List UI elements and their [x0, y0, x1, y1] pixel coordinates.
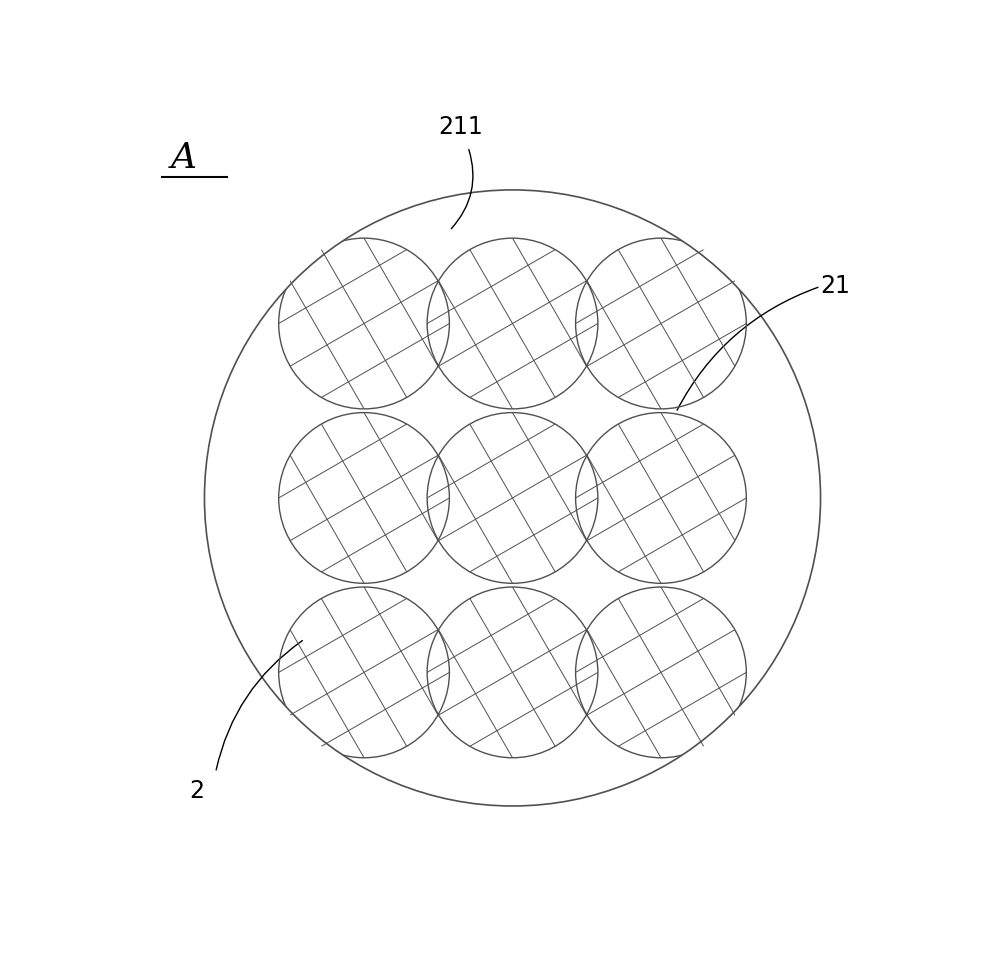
Text: 21: 21 [821, 275, 850, 299]
Text: A: A [171, 141, 197, 175]
Text: 211: 211 [438, 116, 483, 140]
Text: 2: 2 [190, 779, 205, 803]
